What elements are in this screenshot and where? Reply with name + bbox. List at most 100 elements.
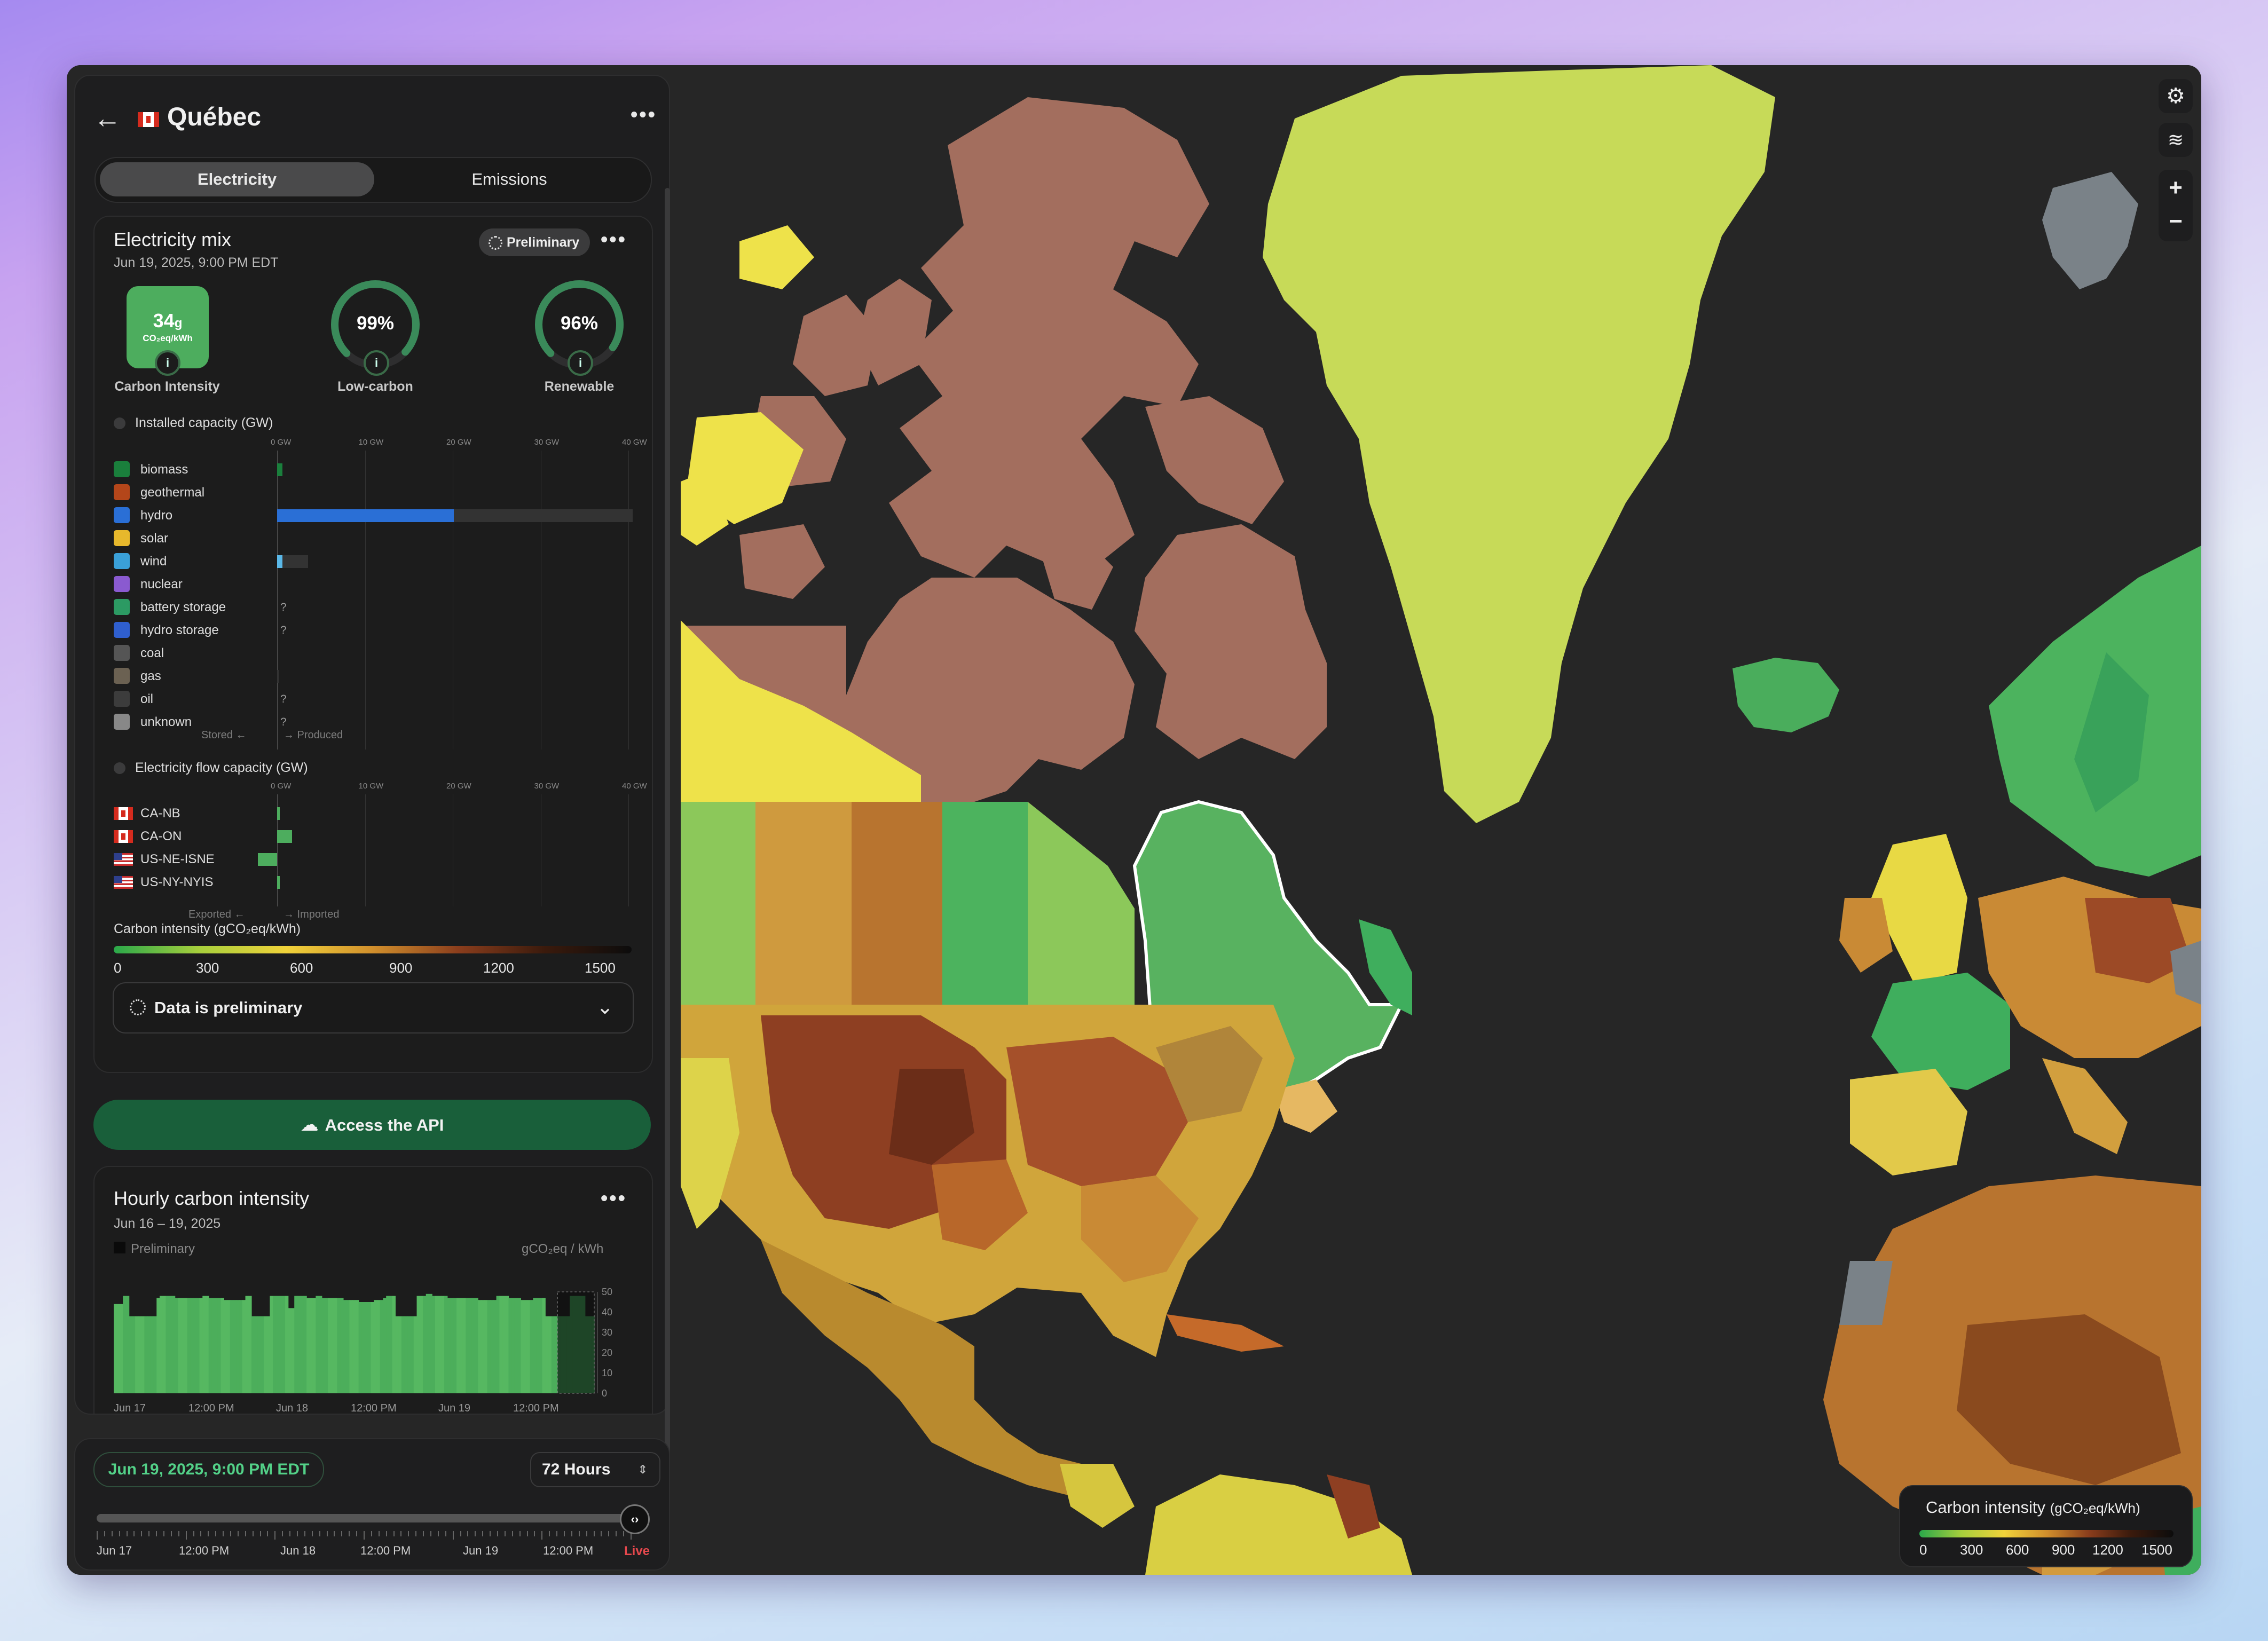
hourly-bar[interactable]	[242, 1300, 246, 1393]
hourly-bar[interactable]	[205, 1296, 209, 1393]
map-atlantic-canada[interactable]	[1359, 919, 1412, 1015]
hourly-bar[interactable]	[591, 1316, 595, 1393]
hourly-bar[interactable]	[138, 1316, 142, 1393]
hourly-bar[interactable]	[502, 1296, 506, 1393]
hourly-bar[interactable]	[297, 1296, 301, 1393]
hourly-bar[interactable]	[386, 1296, 390, 1393]
hourly-bar[interactable]	[466, 1298, 469, 1393]
hourly-bar[interactable]	[181, 1298, 185, 1393]
map-europe[interactable]	[1839, 546, 2201, 1175]
hourly-bar[interactable]	[447, 1298, 451, 1393]
hourly-bar[interactable]	[129, 1316, 132, 1393]
hourly-bar[interactable]	[588, 1316, 592, 1393]
hourly-bar[interactable]	[560, 1316, 564, 1393]
hourly-bar[interactable]	[517, 1298, 522, 1393]
hourly-bar[interactable]	[321, 1298, 326, 1393]
hourly-bar[interactable]	[420, 1296, 423, 1393]
hourly-bar[interactable]	[505, 1296, 509, 1393]
hourly-bar[interactable]	[352, 1300, 356, 1393]
hourly-bar[interactable]	[236, 1300, 240, 1393]
panel-scrollbar[interactable]	[665, 188, 670, 1555]
hourly-bar[interactable]	[468, 1298, 472, 1393]
hourly-bar[interactable]	[316, 1296, 319, 1393]
hourly-bar[interactable]	[144, 1316, 148, 1393]
hourly-bar[interactable]	[533, 1298, 537, 1393]
map-iceland[interactable]	[1732, 658, 1839, 732]
hourly-bar[interactable]	[150, 1316, 154, 1393]
hourly-bar[interactable]	[319, 1296, 322, 1393]
hourly-bar[interactable]	[380, 1300, 384, 1393]
data-preliminary-dropdown[interactable]: Data is preliminary ⌄	[113, 982, 634, 1033]
hourly-bar[interactable]	[392, 1296, 396, 1393]
hourly-bar[interactable]	[187, 1298, 191, 1393]
hourly-bar[interactable]	[521, 1300, 524, 1393]
hourly-bar[interactable]	[404, 1316, 408, 1393]
hourly-bar[interactable]	[116, 1304, 121, 1393]
hourly-bar[interactable]	[120, 1304, 123, 1393]
hourly-bar[interactable]	[328, 1298, 332, 1393]
hourly-bar[interactable]	[141, 1316, 145, 1393]
hourly-bar[interactable]	[199, 1298, 203, 1393]
hourly-bar[interactable]	[441, 1296, 445, 1393]
hourly-bar[interactable]	[426, 1293, 430, 1393]
hourly-bar[interactable]	[395, 1316, 399, 1393]
hourly-bar[interactable]	[263, 1316, 267, 1393]
hourly-bar[interactable]	[438, 1296, 442, 1393]
hourly-bar[interactable]	[576, 1296, 579, 1393]
hourly-bar[interactable]	[361, 1302, 365, 1393]
carbon-intensity-square[interactable]: 34g CO₂eq/kWh	[127, 286, 209, 368]
carbon-intensity-info-icon[interactable]: i	[155, 350, 180, 376]
hourly-bar[interactable]	[524, 1300, 527, 1393]
hourly-bar[interactable]	[251, 1316, 255, 1393]
hourly-bar[interactable]	[312, 1298, 316, 1393]
hourly-bar[interactable]	[481, 1300, 485, 1393]
hourly-bar[interactable]	[215, 1298, 218, 1393]
hourly-bar[interactable]	[340, 1298, 344, 1393]
hourly-bar[interactable]	[239, 1300, 243, 1393]
back-button[interactable]: ←	[93, 102, 121, 135]
hourly-bar[interactable]	[193, 1298, 197, 1393]
hourly-bar[interactable]	[125, 1296, 130, 1393]
hourly-bar[interactable]	[367, 1302, 372, 1393]
hourly-bar[interactable]	[257, 1316, 261, 1393]
hourly-bar[interactable]	[291, 1308, 295, 1393]
hourly-bar[interactable]	[279, 1296, 282, 1393]
map-south-america[interactable]	[1145, 1474, 1412, 1575]
hourly-bar[interactable]	[175, 1298, 178, 1393]
hourly-bar[interactable]	[374, 1300, 377, 1393]
map-greenland[interactable]	[1263, 65, 1775, 823]
hourly-bar[interactable]	[413, 1316, 418, 1393]
hourly-bar-chart[interactable]: 50 40 30 20 10 0 Jun 17 12:00 PM Jun 18 12:00 PM J…	[114, 1265, 637, 1415]
hourly-bar[interactable]	[349, 1300, 353, 1393]
hourly-bar[interactable]	[208, 1298, 212, 1393]
hourly-bar[interactable]	[355, 1300, 359, 1393]
renewable-info-icon[interactable]: i	[568, 350, 593, 376]
hourly-bar[interactable]	[389, 1296, 393, 1393]
hourly-bar[interactable]	[230, 1300, 234, 1393]
hourly-bar[interactable]	[557, 1316, 561, 1393]
hourly-bar[interactable]	[171, 1296, 176, 1393]
map-svalbard[interactable]	[2042, 172, 2138, 289]
hourly-bar[interactable]	[570, 1296, 573, 1393]
production-bar[interactable]	[277, 463, 282, 476]
tab-electricity[interactable]: Electricity	[100, 162, 374, 196]
hourly-bar[interactable]	[190, 1298, 194, 1393]
hourly-bar[interactable]	[220, 1298, 224, 1393]
hourly-bar[interactable]	[383, 1298, 387, 1393]
hourly-bar[interactable]	[493, 1300, 497, 1393]
hourly-bar[interactable]	[542, 1298, 546, 1393]
hourly-bar[interactable]	[582, 1296, 586, 1393]
hourly-bar[interactable]	[325, 1298, 328, 1393]
hourly-bar[interactable]	[572, 1296, 577, 1393]
capacity-bar[interactable]	[277, 670, 279, 683]
hourly-bar[interactable]	[300, 1296, 304, 1393]
zoom-out-button[interactable]: −	[2169, 208, 2183, 234]
hourly-bar[interactable]	[156, 1298, 160, 1393]
hourly-bar[interactable]	[478, 1300, 482, 1393]
hourly-bar[interactable]	[288, 1308, 292, 1393]
hourly-bar[interactable]	[202, 1296, 206, 1393]
flow-toggle[interactable]	[114, 762, 125, 774]
hourly-bar[interactable]	[459, 1298, 463, 1393]
hourly-bar[interactable]	[365, 1302, 368, 1393]
hourly-bar[interactable]	[371, 1302, 374, 1393]
